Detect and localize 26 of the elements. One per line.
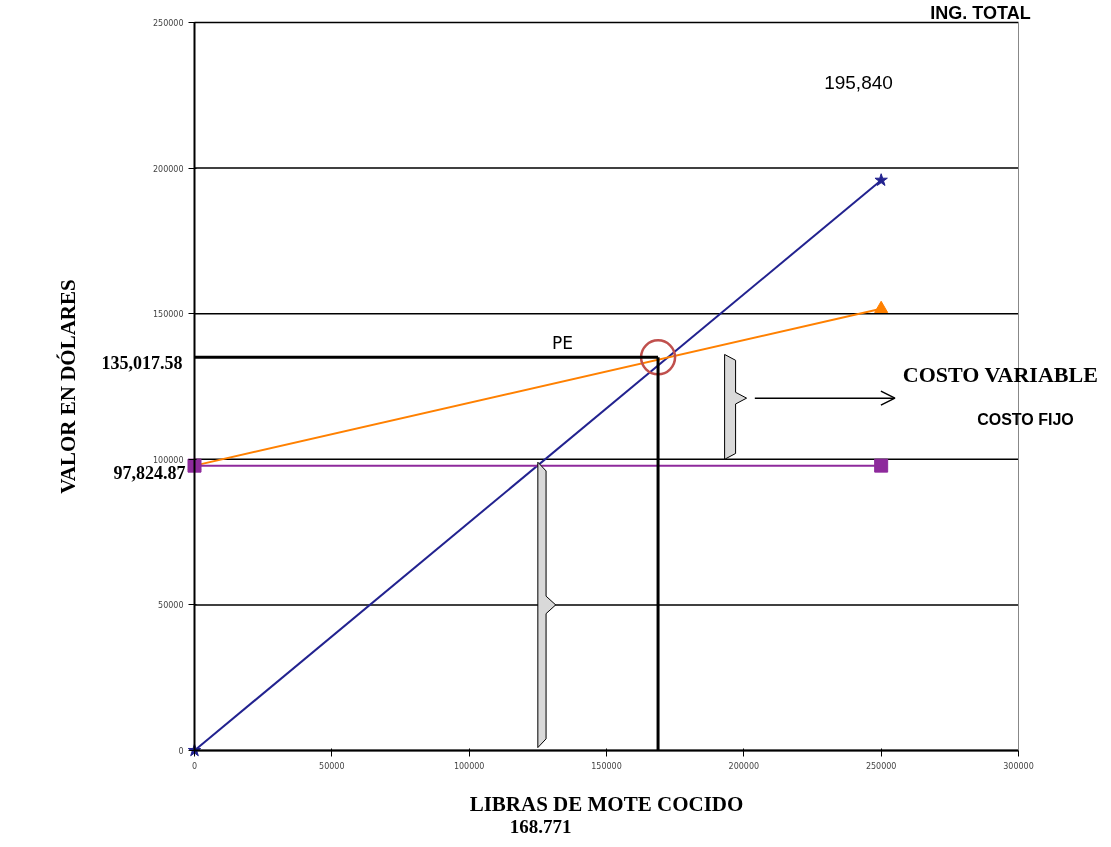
x-axis-title: LIBRAS DE MOTE COCIDO <box>469 791 744 816</box>
y-tick-label: 100000 <box>152 455 184 465</box>
y-tick-label: 50000 <box>158 601 184 611</box>
text: 97,824.87 <box>113 462 186 483</box>
x-tick-label: 250000 <box>865 761 897 771</box>
point <box>874 458 889 473</box>
annotation: PE <box>552 332 573 353</box>
ref-line-label: 135,017.58 <box>101 353 183 374</box>
x-tick-label: 0 <box>191 761 198 771</box>
y-tick-label: 150000 <box>152 310 184 320</box>
y-tick-label: 250000 <box>152 19 184 28</box>
x-tick-label: 200000 <box>728 761 760 771</box>
annotation: COSTO VARIABLE <box>902 361 1098 387</box>
point <box>639 339 677 376</box>
x-tick-label: 100000 <box>453 761 485 771</box>
y-axis-title: VALOR EN DÓLARES <box>55 279 80 494</box>
text: 168.771 <box>509 815 572 837</box>
annotation: COSTO FIJO <box>977 410 1074 428</box>
y-tick-label: 200000 <box>152 164 184 174</box>
x-tick-label: 50000 <box>319 761 345 771</box>
text: ING. TOTAL <box>930 2 1031 23</box>
annotation: 195,840 <box>824 71 893 93</box>
x-tick-label: 300000 <box>1003 761 1034 771</box>
x-tick-label: 150000 <box>591 761 622 771</box>
y-tick-label: 0 <box>178 747 184 756</box>
point <box>874 173 888 186</box>
